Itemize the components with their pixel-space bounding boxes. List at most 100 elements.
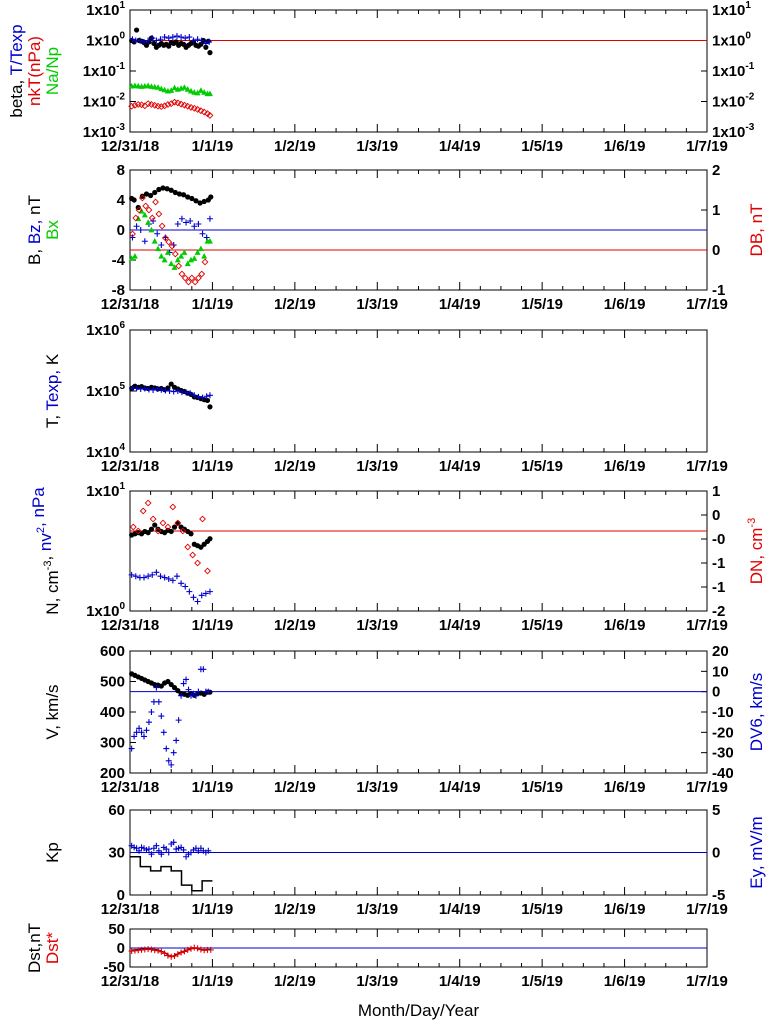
data-point xyxy=(158,85,165,92)
data-point xyxy=(153,684,160,691)
series xyxy=(129,520,213,550)
plot-frame xyxy=(129,9,708,133)
x-tick-label: 1/5/19 xyxy=(521,973,563,990)
series xyxy=(128,666,212,768)
y-right-tick-label: 0 xyxy=(712,242,720,259)
y-axis-label: Dst,nT xyxy=(25,923,44,973)
x-tick-label: 1/7/19 xyxy=(686,458,728,475)
data-point xyxy=(161,256,168,263)
y-right-tick-label: -1 xyxy=(712,579,725,596)
y-right-tick-label: 0 xyxy=(712,684,720,701)
data-point xyxy=(144,499,152,507)
x-tick-label: 1/1/19 xyxy=(192,973,234,990)
data-point xyxy=(178,270,186,278)
panel-temperature: 12/31/18 1/1/19 1/2/19 1/3/19 1/4/19 1/5/19 1/… xyxy=(43,320,728,475)
y-right-tick-label: -20 xyxy=(712,724,734,741)
data-point xyxy=(178,692,185,699)
data-point xyxy=(150,218,157,224)
series xyxy=(128,82,213,97)
y-axis-label: beta, T/Texp xyxy=(7,24,26,117)
data-point xyxy=(129,523,137,531)
y-right-tick-label: -0 xyxy=(712,531,725,548)
data-point xyxy=(165,757,172,764)
x-tick-label: 1/1/19 xyxy=(192,779,234,796)
data-point xyxy=(206,238,213,244)
data-point xyxy=(171,84,178,91)
y-tick-label: 0 xyxy=(117,222,125,239)
data-point xyxy=(187,390,194,397)
y-right-tick-label: -2 xyxy=(712,603,725,620)
x-tick-label: 1/6/19 xyxy=(604,296,646,313)
data-point xyxy=(171,264,178,270)
y-right-tick-label: 1 xyxy=(712,483,720,500)
data-point xyxy=(194,89,201,96)
data-point xyxy=(153,569,160,576)
y-tick-label: 0 xyxy=(117,940,125,957)
data-point xyxy=(155,698,162,705)
x-tick-label: 12/31/18 xyxy=(101,296,159,313)
data-point xyxy=(206,38,213,45)
y-right-tick-label: -10 xyxy=(712,704,734,721)
series xyxy=(128,839,212,860)
y-tick-label: 1x10-3 xyxy=(83,122,126,141)
series xyxy=(129,185,214,211)
data-point xyxy=(190,37,197,44)
data-point xyxy=(159,519,167,527)
x-tick-label: 1/6/19 xyxy=(604,458,646,475)
series xyxy=(129,384,213,401)
data-point xyxy=(148,946,155,953)
data-point xyxy=(198,270,206,278)
data-point xyxy=(168,953,175,960)
data-point xyxy=(185,278,192,286)
data-point xyxy=(164,101,172,108)
data-point xyxy=(188,531,194,537)
data-point xyxy=(175,688,181,694)
y-axis-label: Na/Np xyxy=(43,47,62,95)
y-right-tick-label: 5 xyxy=(712,802,720,819)
x-tick-label: 1/7/19 xyxy=(686,138,728,155)
data-point xyxy=(183,676,190,683)
y-right-tick-label: -1 xyxy=(712,282,725,299)
series xyxy=(129,381,213,410)
data-point xyxy=(165,238,173,246)
y-tick-label: 1x106 xyxy=(86,320,125,339)
data-point xyxy=(141,574,148,581)
x-tick-label: 1/2/19 xyxy=(274,973,316,990)
data-point xyxy=(191,255,198,261)
series xyxy=(129,33,213,47)
data-point xyxy=(191,278,199,286)
x-tick-label: 1/3/19 xyxy=(356,138,398,155)
x-tick-label: 1/2/19 xyxy=(274,901,316,918)
x-tick-label: 1/2/19 xyxy=(274,296,316,313)
data-point xyxy=(197,946,204,953)
x-tick-label: 1/2/19 xyxy=(274,458,316,475)
data-point xyxy=(155,245,162,252)
data-point xyxy=(142,202,150,210)
data-point xyxy=(152,189,158,196)
data-point xyxy=(206,90,213,97)
data-point xyxy=(178,580,185,587)
data-point xyxy=(145,530,151,536)
data-point xyxy=(145,37,152,44)
x-tick-label: 1/1/19 xyxy=(192,901,234,918)
data-point xyxy=(164,952,171,959)
data-point xyxy=(131,197,137,203)
data-point xyxy=(198,544,204,550)
data-point xyxy=(189,551,197,559)
data-point xyxy=(171,250,179,258)
x-tick-label: 12/31/18 xyxy=(101,779,159,796)
data-point xyxy=(151,40,157,47)
data-point xyxy=(195,221,202,227)
data-point xyxy=(149,571,156,578)
data-point xyxy=(171,524,178,530)
y-right-axis-label: DV6, km/s xyxy=(747,673,766,751)
y-tick-label: 500 xyxy=(100,674,125,691)
data-point xyxy=(175,520,181,526)
x-tick-label: 1/1/19 xyxy=(192,138,234,155)
data-point xyxy=(150,386,157,393)
panel-velocity: 12/31/18 1/1/19 1/2/19 1/3/19 1/4/19 1/5/19 1/… xyxy=(43,643,766,796)
series xyxy=(128,208,213,270)
plot-frame xyxy=(129,650,708,774)
data-point xyxy=(206,588,213,595)
data-point xyxy=(132,573,139,580)
